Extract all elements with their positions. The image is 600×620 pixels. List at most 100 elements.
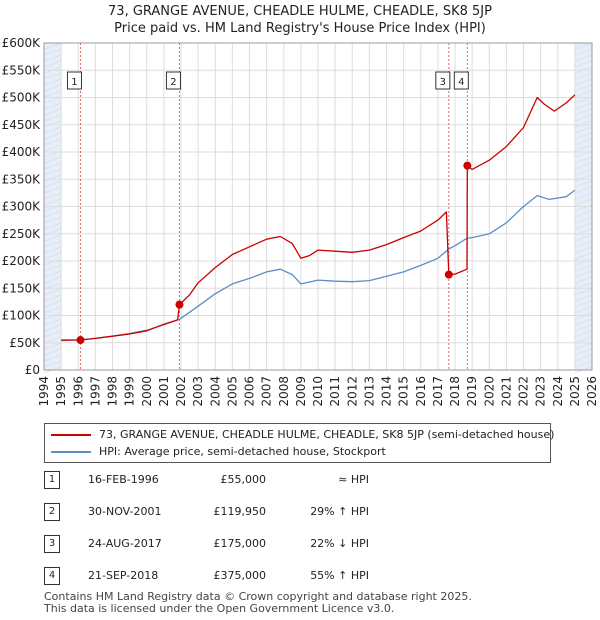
x-tick-label: 2015 [397, 376, 411, 407]
shaded-hatch [43, 294, 62, 302]
y-tick-label: £550K [2, 63, 42, 77]
sale-point [175, 300, 184, 309]
shaded-hatch [574, 162, 593, 170]
shaded-hatch [43, 210, 62, 218]
shaded-hatch [574, 60, 593, 68]
sale-marker-label: 2 [170, 77, 176, 88]
shaded-hatch [574, 354, 593, 362]
shaded-hatch [43, 258, 62, 266]
shaded-hatch [43, 264, 62, 272]
shaded-hatch [43, 348, 62, 356]
shaded-hatch [43, 252, 62, 260]
x-tick-label: 1998 [106, 376, 120, 407]
shaded-hatch [43, 360, 62, 368]
shaded-hatch [43, 246, 62, 254]
shaded-hatch [574, 294, 593, 302]
sale-price: £55,000 [220, 473, 267, 486]
sale-hpi-comparison: 29% ↑ HPI [310, 505, 369, 518]
x-tick-label: 2022 [517, 376, 531, 407]
shaded-hatch [43, 234, 62, 242]
sale-price: £175,000 [213, 537, 267, 550]
shaded-hatch [574, 324, 593, 332]
sale-row: 4 21-SEP-2018 £375,000 55% ↑ HPI [44, 566, 564, 586]
x-tick-label: 2017 [431, 376, 445, 407]
shaded-hatch [43, 300, 62, 308]
shaded-hatch [43, 270, 62, 278]
shaded-hatch [43, 216, 62, 224]
shaded-hatch [43, 330, 62, 338]
x-tick-label: 2007 [260, 376, 274, 407]
chart-title-line2: Price paid vs. HM Land Registry's House … [114, 21, 486, 36]
shaded-hatch [574, 84, 593, 92]
x-tick-label: 2009 [294, 376, 308, 407]
shaded-hatch [43, 42, 62, 50]
y-tick-label: £350K [2, 172, 42, 186]
sale-number-badge: 1 [44, 471, 60, 489]
sale-number-badge: 2 [44, 503, 60, 521]
sale-point [76, 336, 85, 345]
shaded-hatch [43, 60, 62, 68]
shaded-hatch [574, 108, 593, 116]
shaded-hatch [574, 114, 593, 122]
shaded-hatch [43, 126, 62, 134]
y-tick-label: £300K [2, 200, 42, 214]
x-tick-label: 2002 [174, 376, 188, 407]
sale-price: £375,000 [213, 569, 267, 582]
shaded-hatch [574, 138, 593, 146]
shaded-hatch [43, 342, 62, 350]
shaded-hatch [43, 318, 62, 326]
legend-swatch-hpi [51, 451, 91, 453]
shaded-hatch [43, 102, 62, 110]
shaded-hatch [574, 120, 593, 128]
shaded-hatch [574, 234, 593, 242]
shaded-hatch [574, 252, 593, 260]
x-tick-label: 2000 [140, 376, 154, 407]
shaded-hatch [43, 198, 62, 206]
sale-number-badge: 4 [44, 567, 60, 585]
shaded-hatch [574, 246, 593, 254]
legend-label-hpi: HPI: Average price, semi-detached house,… [99, 445, 386, 458]
x-tick-label: 2026 [585, 376, 599, 407]
chart-title-line1: 73, GRANGE AVENUE, CHEADLE HULME, CHEADL… [108, 4, 492, 19]
shaded-hatch [574, 348, 593, 356]
shaded-hatch [574, 144, 593, 152]
shaded-hatch [43, 84, 62, 92]
shaded-hatch [574, 174, 593, 182]
x-tick-label: 2024 [551, 376, 565, 407]
shaded-hatch [574, 336, 593, 344]
shaded-hatch [574, 288, 593, 296]
sale-marker-label: 4 [458, 77, 464, 88]
x-tick-label: 2023 [534, 376, 548, 407]
sale-point [463, 161, 472, 170]
x-tick-label: 2005 [225, 376, 239, 407]
shaded-hatch [43, 240, 62, 248]
x-tick-label: 2025 [568, 376, 582, 407]
shaded-hatch [574, 186, 593, 194]
shaded-hatch [43, 192, 62, 200]
shaded-hatch [43, 72, 62, 80]
y-tick-label: £0 [25, 363, 40, 377]
shaded-hatch [574, 54, 593, 62]
x-tick-label: 2020 [482, 376, 496, 407]
x-tick-label: 2012 [345, 376, 359, 407]
shaded-hatch [43, 186, 62, 194]
shaded-hatch [574, 360, 593, 368]
shaded-hatch [574, 330, 593, 338]
shaded-hatch [574, 192, 593, 200]
plot-border [43, 42, 593, 371]
sale-row: 2 30-NOV-2001 £119,950 29% ↑ HPI [44, 502, 564, 522]
shaded-hatch [43, 222, 62, 230]
x-tick-label: 1996 [71, 376, 85, 407]
shaded-hatch [574, 102, 593, 110]
y-tick-label: £250K [2, 227, 42, 241]
shaded-hatch [574, 48, 593, 56]
x-tick-label: 2006 [243, 376, 257, 407]
sale-marker-box [66, 71, 82, 90]
x-tick-label: 2016 [414, 376, 428, 407]
shaded-hatch [574, 78, 593, 86]
shaded-hatch [574, 342, 593, 350]
y-tick-label: £600K [2, 36, 42, 50]
sale-date: 24-AUG-2017 [88, 537, 162, 550]
shaded-hatch [574, 270, 593, 278]
sale-price: £119,950 [213, 505, 267, 518]
